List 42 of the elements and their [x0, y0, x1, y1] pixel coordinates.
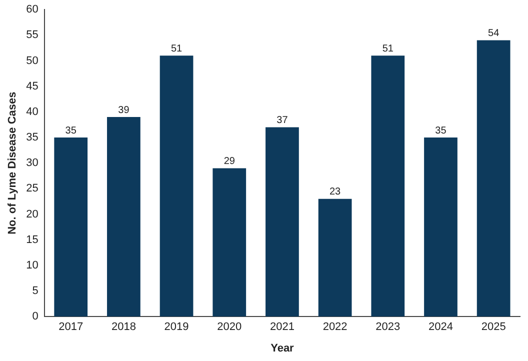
x-tick-label: 2023: [376, 321, 400, 334]
data-label: 51: [170, 43, 183, 54]
y-tick-label: 10: [26, 259, 38, 272]
x-tick-label: 2019: [164, 321, 189, 334]
bar: [54, 138, 88, 317]
data-label: 35: [65, 125, 77, 136]
y-tick-label: 60: [26, 4, 38, 16]
y-tick-label: 25: [26, 182, 38, 195]
data-label: 51: [382, 43, 394, 54]
x-axis-title: Year: [270, 342, 295, 354]
data-label: 29: [224, 156, 236, 167]
y-tick-label: 30: [26, 157, 38, 170]
data-label: 23: [329, 186, 342, 198]
x-tick-label: 2022: [322, 321, 348, 334]
y-tick-label: 0: [32, 310, 38, 323]
data-label: 39: [118, 104, 130, 116]
data-label: 35: [435, 125, 447, 136]
x-tick-label: 2021: [270, 321, 294, 334]
x-tick-label: 2017: [58, 321, 84, 334]
y-tick-label: 15: [26, 234, 38, 246]
y-tick-label: 55: [26, 29, 38, 42]
bar: [318, 198, 352, 317]
y-tick-label: 40: [26, 106, 38, 118]
y-tick-label: 20: [26, 208, 38, 220]
x-tick-label: 2024: [428, 321, 453, 334]
bar: [107, 117, 140, 317]
y-tick-label: 45: [26, 80, 38, 92]
y-axis-title: No. of Lyme Disease Cases: [6, 92, 19, 234]
bar: [424, 138, 458, 317]
y-tick-label: 35: [26, 132, 38, 144]
x-tick-label: 2025: [481, 321, 506, 334]
y-tick-label: 5: [32, 285, 38, 298]
bar: [476, 40, 510, 317]
y-tick-label: 50: [26, 54, 38, 67]
bar: [266, 127, 299, 317]
data-label: 54: [488, 28, 500, 40]
bar: [371, 56, 405, 317]
bar: [212, 168, 246, 317]
bar: [160, 56, 194, 317]
x-tick-label: 2018: [111, 321, 136, 334]
x-tick-label: 2020: [217, 321, 242, 334]
data-label: 37: [276, 115, 288, 126]
